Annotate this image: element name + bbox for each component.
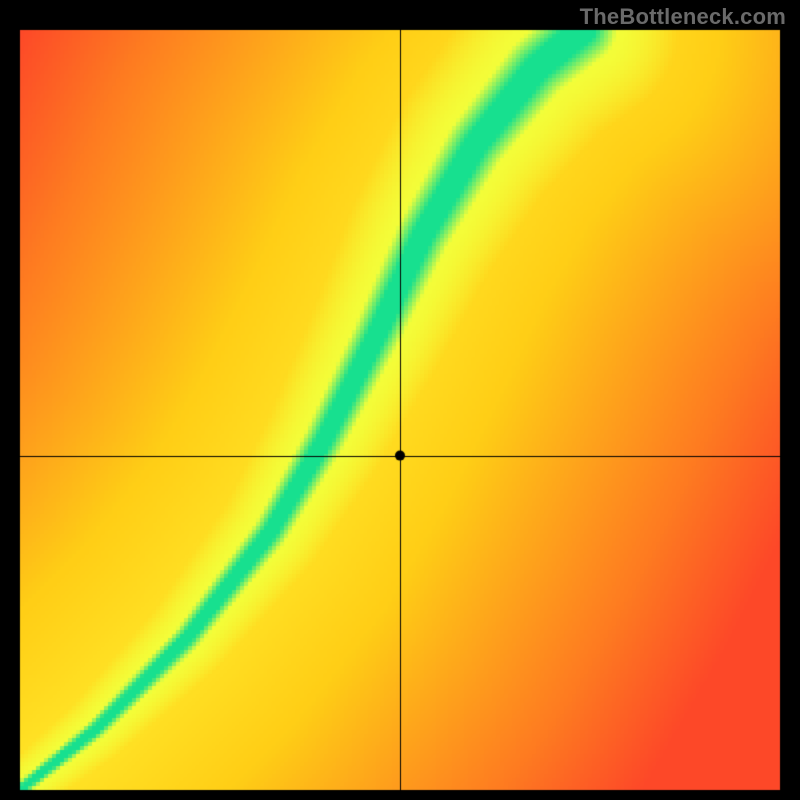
chart-container: TheBottleneck.com <box>0 0 800 800</box>
watermark-text: TheBottleneck.com <box>580 4 786 30</box>
bottleneck-heatmap-canvas <box>0 0 800 800</box>
